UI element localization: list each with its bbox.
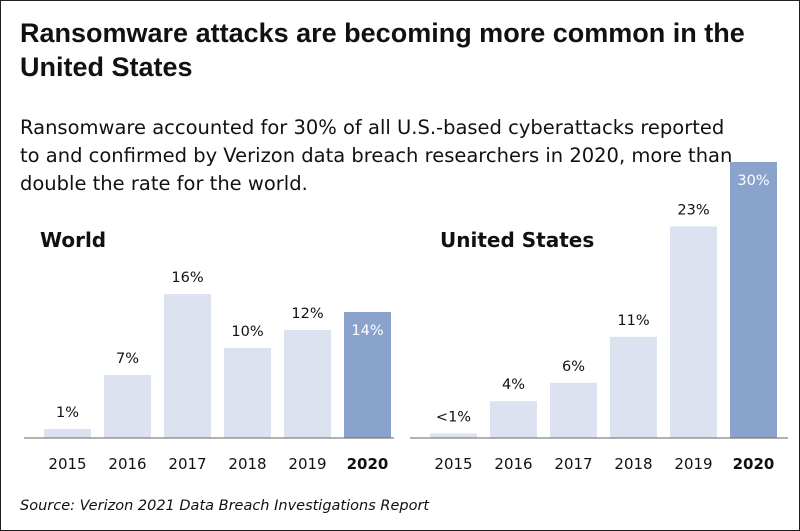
world-bar-2019 (284, 330, 331, 438)
us-bar-2017 (550, 382, 597, 438)
world-value-label-2019: 12% (291, 306, 323, 322)
world-value-label-2018: 10% (231, 324, 263, 340)
us-value-label-2015: <1% (436, 409, 471, 425)
us-bar-2019 (670, 226, 717, 438)
world-bar-2016 (104, 375, 151, 438)
world-bar-2015 (44, 429, 91, 438)
us-value-label-2018: 11% (617, 313, 649, 329)
world-value-label-2015: 1% (56, 405, 79, 421)
world-bar-2018 (224, 348, 271, 438)
us-bar-2016 (490, 401, 537, 438)
world-tick-label-2015: 2015 (48, 455, 86, 473)
world-bar-2017 (164, 294, 211, 438)
us-value-label-2020: 30% (737, 173, 769, 189)
world-tick-label-2020: 2020 (347, 455, 389, 473)
us-value-label-2019: 23% (677, 202, 709, 218)
us-tick-label-2016: 2016 (494, 455, 532, 473)
world-panel: World 1% 2015 7% 2016 16% 2017 10% 2018 12% 2019 14… (24, 228, 394, 473)
world-tick-label-2018: 2018 (228, 455, 266, 473)
us-tick-label-2019: 2019 (674, 455, 712, 473)
us-value-label-2016: 4% (502, 377, 525, 393)
us-bar-2015 (430, 433, 477, 438)
us-panel-title: United States (440, 228, 594, 252)
world-value-label-2020: 14% (351, 323, 383, 339)
source-note: Source: Verizon 2021 Data Breach Investi… (20, 498, 430, 514)
world-tick-label-2016: 2016 (108, 455, 146, 473)
us-value-label-2017: 6% (562, 359, 585, 375)
chart-subtitle: Ransomware accounted for 30% of all U.S.… (20, 116, 733, 195)
us-bar-2020 (730, 162, 777, 438)
world-panel-title: World (40, 228, 106, 252)
us-bar-2018 (610, 336, 657, 438)
world-value-label-2016: 7% (116, 351, 139, 367)
us-tick-label-2015: 2015 (434, 455, 472, 473)
us-panel: United States <1% 2015 4% 2016 6% 2017 11% 2018 2… (410, 162, 788, 473)
world-tick-label-2019: 2019 (288, 455, 326, 473)
world-bar-2020 (344, 312, 391, 438)
us-tick-label-2017: 2017 (554, 455, 592, 473)
us-tick-label-2018: 2018 (614, 455, 652, 473)
us-tick-label-2020: 2020 (733, 455, 775, 473)
chart-title: Ransomware attacks are becoming more com… (20, 18, 745, 82)
world-value-label-2017: 16% (171, 270, 203, 286)
world-tick-label-2017: 2017 (168, 455, 206, 473)
